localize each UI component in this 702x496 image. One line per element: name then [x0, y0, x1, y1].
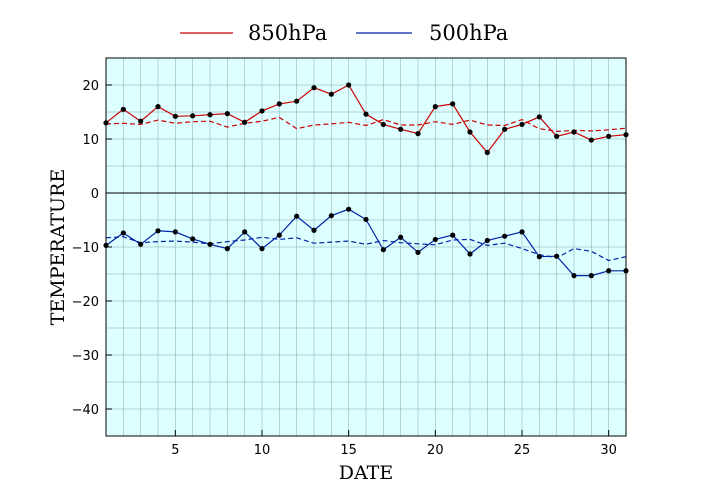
x-tick-label: 5 — [171, 443, 179, 458]
axis-ticks: 5 10 15 20 25 30 20 10 0 −10 −20 −30 −40 — [72, 79, 617, 458]
data-point — [588, 273, 594, 279]
data-point — [120, 106, 126, 112]
data-point — [294, 213, 300, 219]
data-point — [363, 216, 369, 223]
data-point — [467, 129, 473, 135]
y-tick-label: −30 — [72, 349, 99, 364]
data-point — [536, 254, 542, 260]
data-point — [224, 111, 230, 117]
legend-label-850hpa: 850hPa — [248, 21, 327, 45]
data-point — [380, 247, 386, 253]
data-point — [172, 229, 178, 235]
data-point — [415, 131, 421, 137]
data-point — [606, 133, 612, 139]
data-point — [242, 229, 248, 235]
y-tick-label: 20 — [82, 79, 99, 94]
data-point — [190, 236, 196, 242]
data-point — [432, 104, 438, 110]
dashed-series-line — [105, 116, 627, 133]
data-point — [172, 113, 178, 119]
x-tick-label: 20 — [427, 443, 444, 458]
data-point — [554, 253, 560, 259]
data-point — [467, 251, 473, 257]
data-point — [328, 91, 334, 97]
data-point — [155, 104, 161, 110]
data-point — [276, 232, 282, 238]
data-point — [207, 112, 213, 118]
series-layer — [103, 82, 629, 279]
x-tick-label: 25 — [514, 443, 531, 458]
data-point — [606, 268, 612, 274]
data-point — [363, 111, 369, 117]
data-point — [155, 228, 161, 234]
data-point — [519, 121, 525, 128]
data-point — [571, 273, 577, 279]
data-point — [259, 246, 265, 252]
data-point — [346, 82, 352, 88]
data-point — [276, 101, 282, 107]
data-point — [432, 236, 438, 243]
data-point — [328, 213, 334, 219]
data-point — [554, 133, 560, 139]
y-tick-label: −40 — [72, 403, 99, 418]
data-point — [120, 230, 126, 236]
data-point — [484, 149, 490, 156]
data-point — [519, 229, 525, 235]
legend: 850hPa 500hPa — [180, 21, 508, 45]
y-tick-label: −10 — [72, 241, 99, 256]
y-axis-title: TEMPERATURE — [47, 169, 69, 326]
y-tick-label: 0 — [91, 187, 99, 202]
x-tick-label: 10 — [254, 443, 271, 458]
data-point — [588, 137, 594, 143]
data-point — [398, 234, 404, 240]
y-tick-label: −20 — [72, 295, 99, 310]
data-point — [502, 233, 508, 239]
x-tick-label: 30 — [600, 443, 617, 458]
data-point — [415, 249, 421, 255]
data-point — [294, 98, 300, 104]
grid — [106, 58, 626, 436]
data-point — [380, 121, 386, 128]
data-point — [536, 114, 542, 120]
data-point — [207, 241, 213, 247]
data-point — [484, 237, 490, 244]
x-tick-label: 15 — [340, 443, 357, 458]
data-point — [138, 241, 144, 247]
data-point — [311, 85, 317, 91]
data-point — [571, 129, 577, 135]
data-point — [242, 119, 248, 125]
data-point — [138, 118, 144, 124]
data-point — [450, 232, 456, 238]
data-point — [190, 113, 196, 119]
y-tick-label: 10 — [82, 133, 99, 148]
data-point — [502, 126, 508, 132]
data-point — [311, 227, 317, 233]
data-point — [398, 126, 404, 132]
x-axis-title: DATE — [339, 462, 393, 484]
data-point — [224, 246, 230, 252]
data-point — [259, 108, 265, 114]
legend-label-500hpa: 500hPa — [429, 21, 508, 45]
data-point — [450, 101, 456, 107]
data-point — [346, 206, 352, 212]
